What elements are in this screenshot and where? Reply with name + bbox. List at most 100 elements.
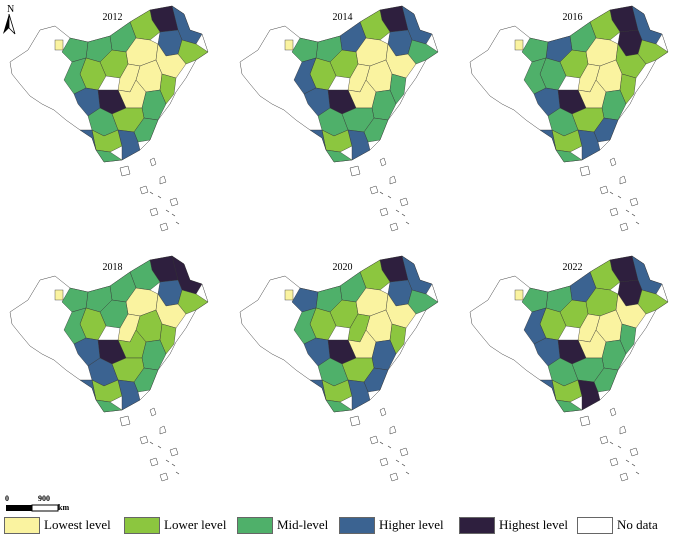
map-panel-2012: 2012	[0, 0, 225, 245]
legend-label: No data	[617, 517, 658, 532]
island-outline	[619, 425, 627, 435]
island-outline	[389, 425, 397, 435]
choropleth-map	[469, 255, 669, 482]
region-polygon	[95, 149, 123, 163]
region-polygon	[117, 129, 141, 161]
north-label: N	[7, 4, 15, 15]
boundary-dash	[171, 463, 176, 467]
boundary-dash	[387, 195, 392, 199]
boundary-dash	[387, 445, 392, 449]
map-panel-2014: 2014	[230, 0, 455, 245]
legend-label: Lower level	[164, 517, 227, 532]
region-polygon	[514, 39, 524, 51]
island-outline	[349, 165, 361, 177]
boundary-dash	[617, 195, 622, 199]
island-outline	[379, 407, 387, 417]
region-polygon	[117, 379, 141, 411]
legend-swatch	[577, 516, 613, 534]
region-polygon	[577, 379, 601, 411]
island-outline	[629, 197, 639, 207]
panel-year-label: 2014	[332, 12, 353, 23]
boundary-dash	[175, 471, 180, 475]
island-outline	[349, 415, 361, 427]
island-outline	[169, 447, 179, 457]
region-polygon	[79, 129, 97, 151]
panel-year-label: 2018	[102, 262, 123, 273]
boundary-dash	[631, 463, 636, 467]
region-polygon	[619, 73, 637, 105]
island-outline	[119, 165, 131, 177]
legend-swatch	[459, 516, 495, 534]
boundary-dash	[635, 471, 640, 475]
legend-label: Lowest level	[44, 517, 111, 532]
region-polygon	[284, 39, 294, 51]
island-outline	[149, 457, 159, 467]
island-outline	[369, 435, 379, 445]
legend-item: Higher level	[339, 514, 444, 536]
scale-unit-label: km	[58, 503, 70, 512]
boundary-dash	[149, 191, 154, 195]
boundary-dash	[395, 459, 400, 463]
island-outline	[149, 407, 157, 417]
map-panel-2022: 2022	[460, 250, 685, 495]
region-polygon	[577, 129, 601, 161]
panel-year-label: 2012	[102, 12, 123, 23]
island-outline	[389, 472, 399, 482]
island-outline	[399, 447, 409, 457]
island-outline	[149, 157, 157, 167]
legend-item: Lowest level	[4, 514, 111, 536]
boundary-dash	[175, 221, 180, 225]
island-outline	[379, 157, 387, 167]
region-polygon	[133, 367, 159, 393]
region-polygon	[514, 289, 524, 301]
island-outline	[619, 175, 627, 185]
scale-start-label: 0	[5, 494, 9, 503]
map-panel-2020: 2020	[230, 250, 455, 495]
choropleth-map	[469, 5, 669, 232]
region-polygon	[325, 149, 353, 163]
boundary-dash	[379, 191, 384, 195]
boundary-dash	[609, 441, 614, 445]
region-polygon	[593, 117, 619, 143]
boundary-dash	[379, 441, 384, 445]
legend-swatch	[124, 516, 160, 534]
boundary-dash	[405, 221, 410, 225]
island-outline	[579, 165, 591, 177]
region-polygon	[539, 379, 557, 401]
scale-bar	[6, 504, 59, 512]
region-polygon	[79, 379, 97, 401]
boundary-dash	[171, 213, 176, 217]
legend-item: Lower level	[124, 514, 226, 536]
island-outline	[119, 415, 131, 427]
region-polygon	[347, 129, 371, 161]
island-outline	[379, 207, 389, 217]
choropleth-map	[9, 5, 209, 232]
boundary-dash	[609, 191, 614, 195]
north-arrow-icon	[3, 14, 16, 35]
island-outline	[159, 425, 167, 435]
island-outline	[609, 207, 619, 217]
legend-label: Highest level	[499, 517, 568, 532]
island-outline	[159, 222, 169, 232]
island-outline	[139, 185, 149, 195]
north-arrow: N	[2, 2, 16, 35]
panel-year-label: 2022	[562, 262, 583, 273]
panel-year-label: 2020	[332, 262, 353, 273]
region-polygon	[284, 289, 294, 301]
legend-item: Highest level	[459, 514, 568, 536]
island-outline	[389, 175, 397, 185]
island-outline	[579, 415, 591, 427]
boundary-dash	[165, 459, 170, 463]
island-outline	[609, 457, 619, 467]
boundary-dash	[401, 463, 406, 467]
region-polygon	[539, 129, 557, 151]
legend-swatch	[237, 516, 273, 534]
island-outline	[369, 185, 379, 195]
region-polygon	[54, 39, 64, 51]
region-polygon	[347, 379, 371, 411]
island-outline	[149, 207, 159, 217]
region-polygon	[309, 129, 327, 151]
choropleth-map	[239, 5, 439, 232]
island-outline	[629, 447, 639, 457]
region-polygon	[159, 323, 177, 355]
